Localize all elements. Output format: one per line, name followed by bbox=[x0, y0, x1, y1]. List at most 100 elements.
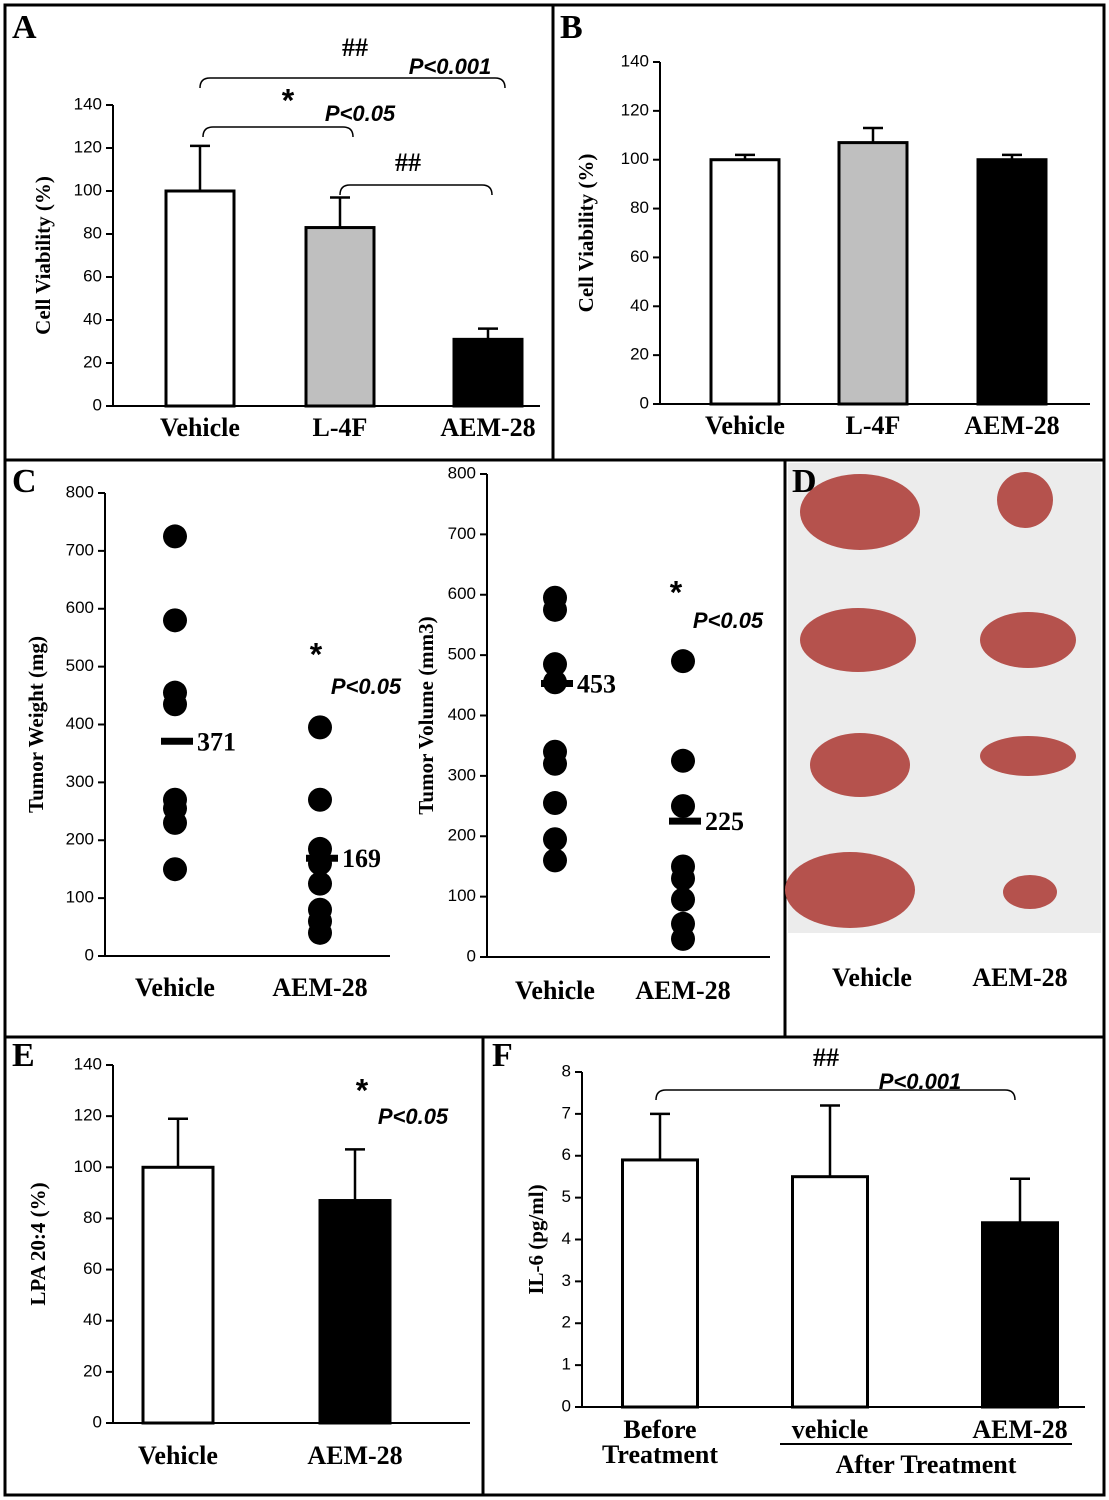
panel-label: A bbox=[12, 9, 37, 46]
mean-label: 225 bbox=[705, 807, 744, 836]
point bbox=[163, 810, 187, 835]
y-tick-label: 300 bbox=[448, 765, 476, 784]
y-tick-label: 120 bbox=[621, 100, 649, 119]
y-tick-label: 40 bbox=[630, 296, 649, 315]
point bbox=[543, 597, 567, 622]
photo-label: AEM-28 bbox=[972, 963, 1067, 992]
point bbox=[671, 866, 695, 891]
bar bbox=[791, 1175, 869, 1409]
y-axis-label: Tumor Weight (mg) bbox=[24, 636, 48, 813]
y-tick-label: 60 bbox=[83, 1259, 102, 1278]
annotation: P<0.05 bbox=[693, 608, 764, 633]
point bbox=[163, 524, 187, 549]
bar bbox=[164, 189, 236, 408]
y-tick-label: 140 bbox=[621, 51, 649, 70]
point bbox=[543, 652, 567, 677]
y-tick-label: 100 bbox=[66, 888, 94, 907]
y-tick-label: 0 bbox=[467, 946, 476, 965]
y-tick-label: 7 bbox=[562, 1103, 571, 1122]
annotation: P<0.05 bbox=[325, 101, 396, 126]
annotation: P<0.05 bbox=[378, 1104, 449, 1129]
tumor-photo bbox=[785, 463, 1101, 933]
y-tick-label: 40 bbox=[83, 309, 102, 328]
bracket bbox=[199, 77, 506, 89]
point bbox=[163, 692, 187, 717]
bar bbox=[976, 158, 1048, 406]
y-tick-label: 0 bbox=[93, 1412, 102, 1431]
point bbox=[671, 926, 695, 951]
y-axis-label: LPA 20:4 (%) bbox=[26, 1182, 50, 1305]
y-tick-label: 600 bbox=[448, 584, 476, 603]
panel-label: C bbox=[12, 463, 37, 500]
panel-label: D bbox=[792, 463, 817, 500]
panel-label: E bbox=[12, 1037, 35, 1074]
y-tick-label: 40 bbox=[83, 1310, 102, 1329]
annotation: ## bbox=[342, 33, 368, 62]
y-tick-label: 20 bbox=[83, 352, 102, 371]
y-tick-label: 80 bbox=[630, 198, 649, 217]
x-tick-label: Vehicle bbox=[160, 413, 240, 442]
y-tick-label: 0 bbox=[640, 393, 649, 412]
point bbox=[308, 871, 332, 896]
mean-label: 453 bbox=[577, 669, 616, 698]
y-tick-label: 800 bbox=[66, 482, 94, 501]
y-tick-label: 400 bbox=[66, 714, 94, 733]
group-label: After Treatment bbox=[836, 1450, 1017, 1479]
x-tick-label: L-4F bbox=[313, 413, 368, 442]
x-tick-label: Vehicle bbox=[138, 1441, 218, 1470]
bar bbox=[141, 1165, 215, 1425]
point bbox=[671, 794, 695, 819]
y-tick-label: 400 bbox=[448, 705, 476, 724]
y-tick-label: 600 bbox=[66, 598, 94, 617]
point bbox=[308, 920, 332, 945]
y-tick-label: 140 bbox=[74, 1054, 102, 1073]
point bbox=[543, 791, 567, 816]
point bbox=[163, 608, 187, 633]
point bbox=[543, 751, 567, 776]
y-tick-label: 80 bbox=[83, 1208, 102, 1227]
mean-label: 371 bbox=[197, 727, 236, 756]
y-tick-label: 8 bbox=[562, 1061, 571, 1080]
annotation: * bbox=[310, 636, 323, 672]
point bbox=[671, 649, 695, 674]
bar bbox=[837, 141, 909, 406]
y-tick-label: 20 bbox=[83, 1361, 102, 1380]
y-tick-label: 0 bbox=[93, 395, 102, 414]
y-axis-label: IL-6 (pg/ml) bbox=[524, 1184, 548, 1294]
x-tick-label: AEM-28 bbox=[964, 411, 1059, 440]
y-tick-label: 80 bbox=[83, 223, 102, 242]
point bbox=[308, 715, 332, 740]
x-tick-label: vehicle bbox=[792, 1415, 869, 1444]
bracket bbox=[202, 126, 354, 138]
point bbox=[163, 857, 187, 882]
x-tick-label: AEM-28 bbox=[972, 1415, 1067, 1444]
y-tick-label: 700 bbox=[66, 540, 94, 559]
x-tick-label: Vehicle bbox=[515, 976, 595, 1005]
bar bbox=[981, 1221, 1059, 1409]
y-tick-label: 800 bbox=[448, 463, 476, 482]
y-tick-label: 6 bbox=[562, 1145, 571, 1164]
y-tick-label: 500 bbox=[448, 645, 476, 664]
y-tick-label: 0 bbox=[85, 945, 94, 964]
y-tick-label: 100 bbox=[74, 180, 102, 199]
panel-borders bbox=[3, 3, 1106, 1497]
bracket bbox=[339, 184, 493, 196]
y-tick-label: 2 bbox=[562, 1313, 571, 1332]
y-tick-label: 5 bbox=[562, 1187, 571, 1206]
annotation: ## bbox=[813, 1043, 839, 1072]
annotation: ## bbox=[395, 148, 421, 177]
y-tick-label: 140 bbox=[74, 94, 102, 113]
y-tick-label: 20 bbox=[630, 345, 649, 364]
x-tick-label: AEM-28 bbox=[440, 413, 535, 442]
y-tick-label: 300 bbox=[66, 772, 94, 791]
y-tick-label: 3 bbox=[562, 1271, 571, 1290]
point bbox=[543, 827, 567, 852]
y-tick-label: 0 bbox=[562, 1396, 571, 1415]
x-tick-label: Vehicle bbox=[135, 973, 215, 1002]
annotation: * bbox=[282, 82, 295, 118]
bar bbox=[304, 226, 376, 408]
y-tick-label: 100 bbox=[74, 1157, 102, 1176]
y-tick-label: 100 bbox=[448, 886, 476, 905]
y-tick-label: 200 bbox=[66, 830, 94, 849]
bar bbox=[452, 337, 524, 408]
